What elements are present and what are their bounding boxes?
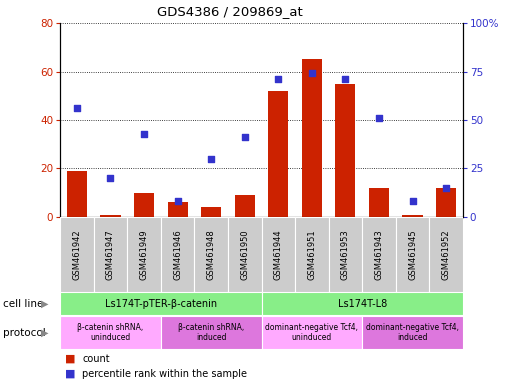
Bar — [60, 316, 161, 349]
Point — [375, 115, 383, 121]
Bar — [60, 217, 94, 292]
Bar — [262, 217, 295, 292]
Text: GSM461946: GSM461946 — [173, 229, 182, 280]
Bar — [127, 217, 161, 292]
Point — [174, 199, 182, 205]
Text: Ls174T-pTER-β-catenin: Ls174T-pTER-β-catenin — [105, 299, 217, 309]
Text: protocol: protocol — [3, 328, 46, 338]
Bar — [436, 188, 456, 217]
Bar — [362, 316, 463, 349]
Bar — [94, 217, 127, 292]
Text: GSM461948: GSM461948 — [207, 229, 215, 280]
Bar — [201, 207, 221, 217]
Point — [73, 105, 81, 111]
Point — [207, 156, 215, 162]
Point — [308, 70, 316, 76]
Point — [274, 76, 282, 82]
Text: GSM461949: GSM461949 — [140, 229, 149, 280]
Text: β-catenin shRNA,
induced: β-catenin shRNA, induced — [178, 323, 244, 342]
Text: GSM461943: GSM461943 — [374, 229, 383, 280]
Bar — [161, 217, 195, 292]
Text: GSM461944: GSM461944 — [274, 229, 283, 280]
Point — [408, 199, 417, 205]
Bar — [100, 215, 120, 217]
Point — [442, 185, 450, 191]
Bar — [429, 217, 463, 292]
Point — [106, 175, 115, 181]
Text: dominant-negative Tcf4,
uninduced: dominant-negative Tcf4, uninduced — [265, 323, 358, 342]
Bar — [161, 316, 262, 349]
Text: GSM461953: GSM461953 — [341, 229, 350, 280]
Text: GSM461942: GSM461942 — [72, 229, 82, 280]
Point — [241, 134, 249, 141]
Point — [341, 76, 349, 82]
Text: ▶: ▶ — [41, 328, 48, 338]
Bar — [195, 217, 228, 292]
Text: GSM461947: GSM461947 — [106, 229, 115, 280]
Text: GSM461951: GSM461951 — [308, 229, 316, 280]
Text: Ls174T-L8: Ls174T-L8 — [337, 299, 387, 309]
Bar — [228, 217, 262, 292]
Text: GSM461950: GSM461950 — [240, 229, 249, 280]
Text: cell line: cell line — [3, 299, 43, 309]
Point — [140, 131, 148, 137]
Text: GSM461945: GSM461945 — [408, 229, 417, 280]
Bar — [268, 91, 288, 217]
Bar — [403, 215, 423, 217]
Bar — [262, 316, 362, 349]
Bar — [369, 188, 389, 217]
Text: count: count — [82, 354, 110, 364]
Bar — [67, 171, 87, 217]
Bar — [235, 195, 255, 217]
Text: ■: ■ — [65, 354, 76, 364]
Bar — [396, 217, 429, 292]
Bar — [60, 292, 262, 315]
Text: ■: ■ — [65, 369, 76, 379]
Text: β-catenin shRNA,
uninduced: β-catenin shRNA, uninduced — [77, 323, 144, 342]
Bar — [295, 217, 328, 292]
Bar — [302, 60, 322, 217]
Bar — [167, 202, 188, 217]
Bar — [362, 217, 396, 292]
Bar — [134, 193, 154, 217]
Bar — [335, 84, 356, 217]
Bar — [262, 292, 463, 315]
Text: ▶: ▶ — [41, 299, 48, 309]
Text: GSM461952: GSM461952 — [441, 229, 451, 280]
Bar — [328, 217, 362, 292]
Text: percentile rank within the sample: percentile rank within the sample — [82, 369, 247, 379]
Text: GDS4386 / 209869_at: GDS4386 / 209869_at — [157, 5, 303, 18]
Text: dominant-negative Tcf4,
induced: dominant-negative Tcf4, induced — [366, 323, 459, 342]
